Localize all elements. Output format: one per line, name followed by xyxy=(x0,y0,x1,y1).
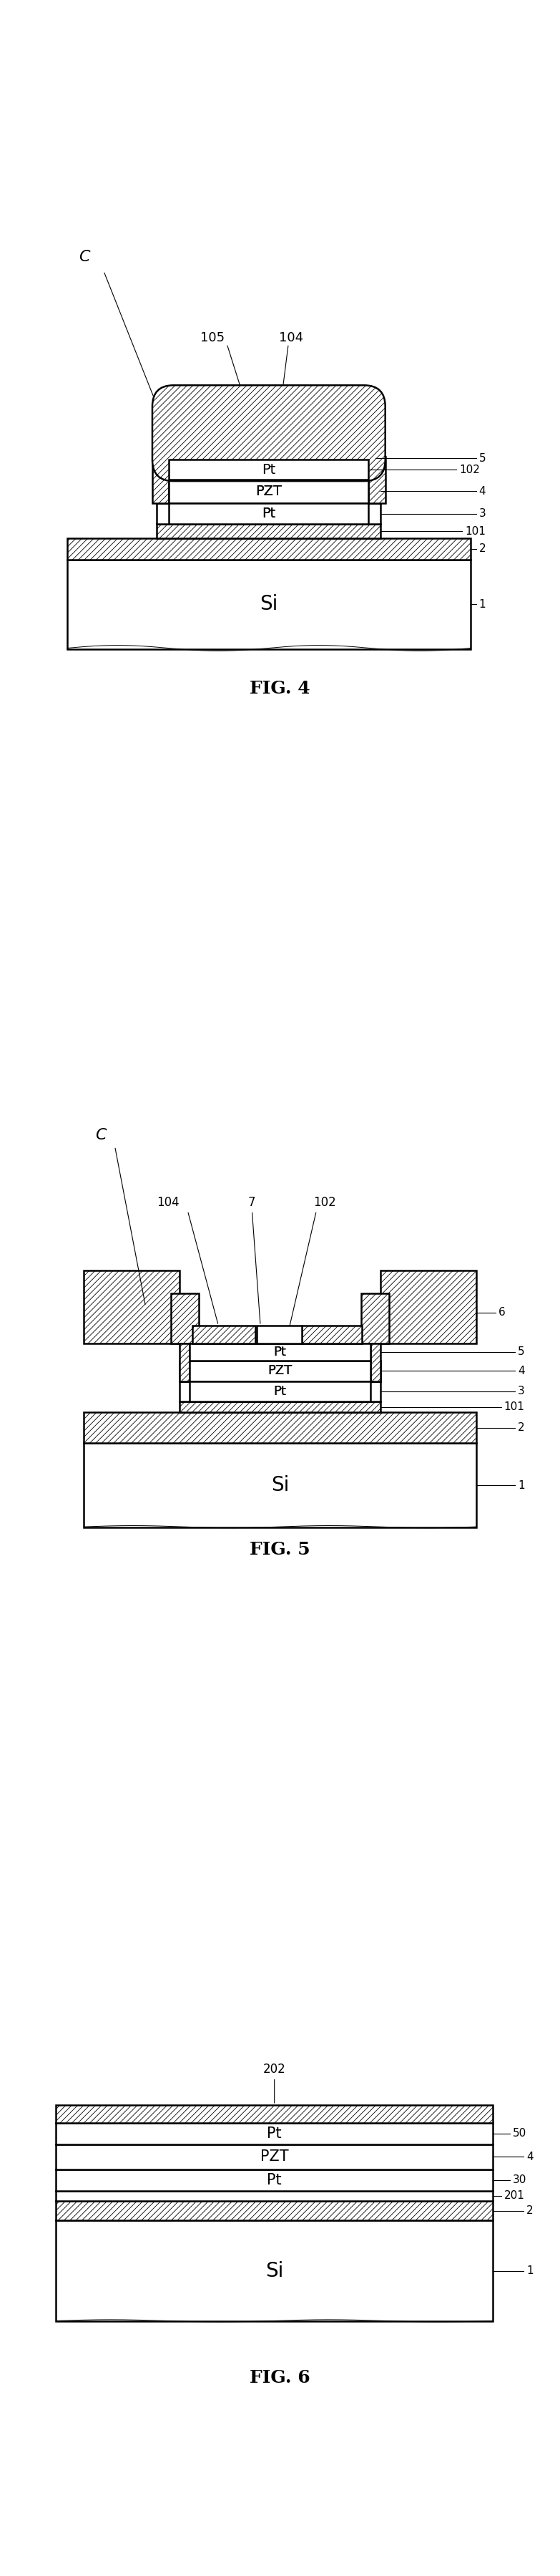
Bar xyxy=(169,459,368,479)
Text: 104: 104 xyxy=(157,1195,179,1208)
Text: 3: 3 xyxy=(518,1386,525,1396)
Text: Pt: Pt xyxy=(274,1345,286,1358)
Text: 102: 102 xyxy=(314,1195,336,1208)
Bar xyxy=(67,538,470,559)
Bar xyxy=(56,2221,493,2321)
Bar xyxy=(56,2123,493,2143)
Bar xyxy=(179,1360,381,1381)
Text: 105: 105 xyxy=(200,332,225,345)
Text: 3: 3 xyxy=(479,507,486,518)
Text: 104: 104 xyxy=(279,332,304,345)
Text: 201: 201 xyxy=(504,2190,525,2200)
Text: 202: 202 xyxy=(263,2063,286,2076)
Text: 4: 4 xyxy=(526,2151,533,2161)
Bar xyxy=(169,502,368,526)
Text: 1: 1 xyxy=(479,600,486,611)
Text: FIG. 6: FIG. 6 xyxy=(250,2370,310,2385)
Text: PZT: PZT xyxy=(260,2151,288,2164)
Bar xyxy=(169,479,368,502)
Bar xyxy=(368,456,385,502)
Bar xyxy=(157,502,381,526)
Text: 6: 6 xyxy=(498,1306,505,1319)
Bar xyxy=(381,1270,476,1345)
Text: PZT: PZT xyxy=(255,484,282,497)
Text: PZT: PZT xyxy=(268,1365,292,1378)
Text: 1: 1 xyxy=(518,1481,525,1492)
Bar xyxy=(84,1443,476,1528)
Bar xyxy=(371,1345,381,1381)
Text: 30: 30 xyxy=(512,2174,526,2184)
Text: C: C xyxy=(95,1128,106,1141)
Bar xyxy=(157,526,381,538)
Text: FIG. 5: FIG. 5 xyxy=(250,1540,310,1558)
Bar xyxy=(152,456,169,502)
Bar xyxy=(256,1327,302,1345)
FancyBboxPatch shape xyxy=(152,386,385,482)
Text: 101: 101 xyxy=(465,526,486,536)
Text: Pt: Pt xyxy=(262,507,276,520)
Text: 7: 7 xyxy=(248,1195,256,1208)
Text: 2: 2 xyxy=(526,2205,533,2215)
Text: 101: 101 xyxy=(504,1401,525,1412)
Text: 50: 50 xyxy=(512,2128,526,2138)
Text: Pt: Pt xyxy=(262,464,276,477)
Text: C: C xyxy=(78,250,90,265)
Bar xyxy=(157,459,169,502)
Text: PZT: PZT xyxy=(255,484,282,497)
Bar xyxy=(84,1270,179,1345)
Text: 102: 102 xyxy=(459,464,480,474)
Bar xyxy=(368,459,381,502)
Bar xyxy=(56,2200,493,2221)
Text: Pt: Pt xyxy=(262,464,276,477)
Bar xyxy=(179,1345,189,1381)
Text: Pt: Pt xyxy=(274,1386,286,1399)
Text: 2: 2 xyxy=(518,1422,525,1432)
Text: 1: 1 xyxy=(526,2264,533,2277)
Bar xyxy=(189,1345,371,1360)
Bar xyxy=(361,1293,389,1345)
Text: Pt: Pt xyxy=(262,507,276,520)
Bar xyxy=(192,1327,255,1345)
Bar xyxy=(179,1381,381,1401)
Text: PZT: PZT xyxy=(268,1365,292,1378)
Text: Si: Si xyxy=(260,595,278,616)
Text: 2: 2 xyxy=(479,544,486,554)
Bar xyxy=(84,1412,476,1443)
Bar xyxy=(179,1401,381,1412)
Text: 5: 5 xyxy=(479,453,486,464)
Bar xyxy=(56,2169,493,2190)
Text: Si: Si xyxy=(271,1476,289,1494)
Text: 4: 4 xyxy=(479,487,486,497)
Bar xyxy=(56,2190,493,2200)
Bar xyxy=(169,459,368,479)
Bar xyxy=(56,2143,493,2169)
Bar xyxy=(189,1345,371,1360)
Bar xyxy=(56,2105,493,2123)
Text: 5: 5 xyxy=(518,1347,525,1358)
Text: Pt: Pt xyxy=(267,2125,282,2141)
Bar xyxy=(189,1381,371,1401)
Text: Pt: Pt xyxy=(274,1345,286,1358)
Text: Si: Si xyxy=(265,2262,283,2280)
Text: FIG. 4: FIG. 4 xyxy=(250,680,310,698)
Bar xyxy=(67,559,470,649)
Text: 4: 4 xyxy=(518,1365,525,1376)
Text: Pt: Pt xyxy=(267,2174,282,2187)
Bar xyxy=(302,1327,362,1345)
Text: Pt: Pt xyxy=(274,1386,286,1399)
Bar xyxy=(189,1360,371,1381)
Bar xyxy=(171,1293,199,1345)
Bar xyxy=(157,479,381,502)
